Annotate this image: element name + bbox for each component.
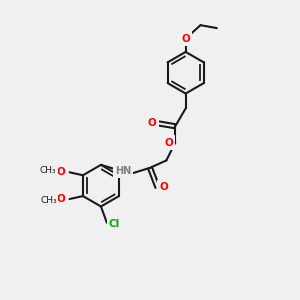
Text: O: O: [148, 118, 157, 128]
Text: Cl: Cl: [109, 219, 120, 229]
Text: CH₃: CH₃: [40, 166, 56, 175]
Text: HN: HN: [115, 166, 131, 176]
Text: O: O: [181, 34, 190, 44]
Text: O: O: [164, 138, 173, 148]
Text: O: O: [56, 167, 65, 177]
Text: O: O: [159, 182, 168, 192]
Text: O: O: [57, 194, 66, 204]
Text: CH₃: CH₃: [40, 196, 57, 205]
